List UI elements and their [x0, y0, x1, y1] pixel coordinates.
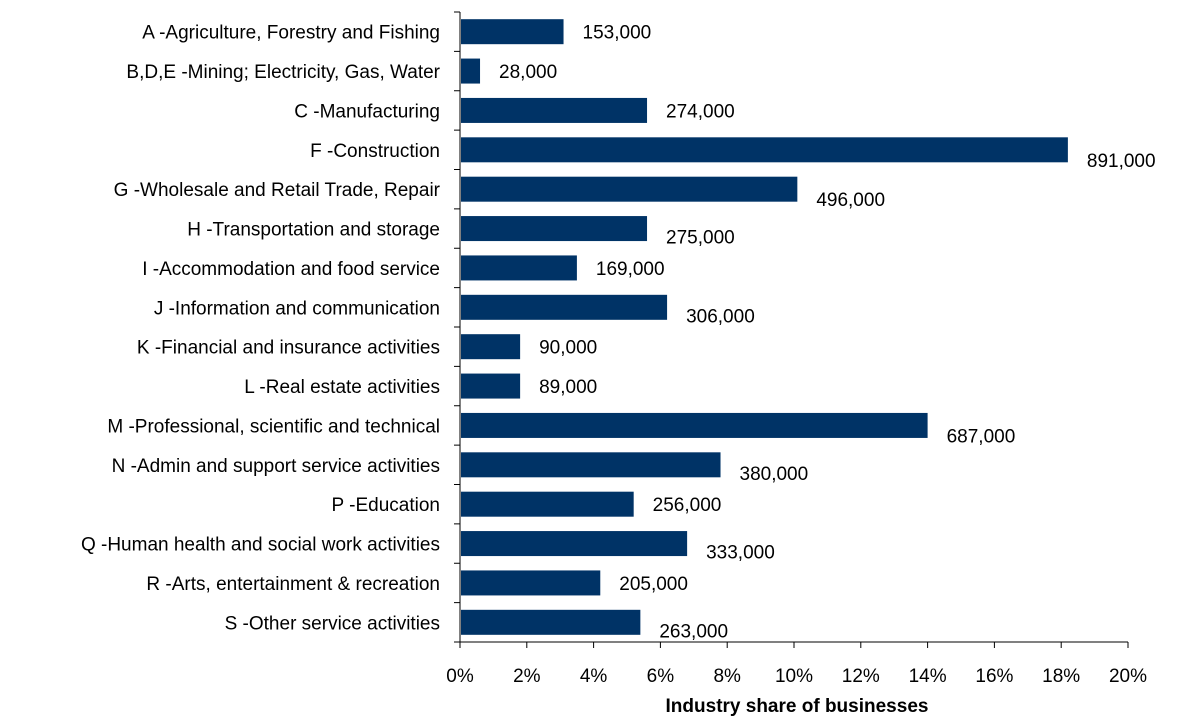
data-label: 891,000: [1087, 151, 1156, 172]
category-label: M -Professional, scientific and technica…: [107, 416, 440, 437]
x-axis-ticks: 0% 2% 4% 6% 8% 10% 12% 14% 16% 18% 20%: [446, 642, 1147, 687]
x-tick-label: 4%: [580, 666, 608, 687]
category-label: G -Wholesale and Retail Trade, Repair: [114, 180, 441, 201]
data-label: 153,000: [583, 23, 652, 44]
category-label: S -Other service activities: [225, 613, 440, 634]
x-tick-label: 20%: [1109, 666, 1147, 687]
x-tick-label: 16%: [975, 666, 1013, 687]
category-label: K -Financial and insurance activities: [137, 338, 440, 359]
category-label: I -Accommodation and food service: [142, 259, 440, 280]
bar: [461, 97, 648, 123]
bar: [461, 294, 668, 320]
x-tick-label: 12%: [842, 666, 880, 687]
category-label: C -Manufacturing: [294, 101, 440, 122]
data-label: 274,000: [666, 101, 735, 122]
category-label: B,D,E -Mining; Electricity, Gas, Water: [126, 62, 440, 83]
bar: [461, 58, 481, 84]
x-tick-label: 8%: [713, 666, 741, 687]
category-label: A -Agriculture, Forestry and Fishing: [142, 23, 440, 44]
data-label: 205,000: [619, 574, 688, 595]
data-label: 333,000: [706, 543, 775, 564]
category-label: L -Real estate activities: [244, 377, 440, 398]
x-tick-label: 6%: [647, 666, 675, 687]
value-labels: 153,000 28,000 274,000 891,000 496,000 275,00…: [499, 23, 1156, 643]
category-label: J -Information and communication: [154, 298, 440, 319]
category-label: Q -Human health and social work activiti…: [81, 535, 440, 556]
x-axis-title: Industry share of businesses: [666, 696, 929, 717]
category-label: H -Transportation and storage: [187, 220, 440, 241]
data-label: 306,000: [686, 306, 755, 327]
bar: [461, 531, 688, 557]
x-tick-label: 2%: [513, 666, 541, 687]
data-label: 687,000: [947, 426, 1016, 447]
data-label: 263,000: [659, 621, 728, 642]
category-label: N -Admin and support service activities: [112, 456, 440, 477]
category-label: F -Construction: [310, 141, 440, 162]
bar: [461, 412, 928, 438]
data-label: 380,000: [740, 464, 809, 485]
y-axis-ticks: [454, 11, 460, 643]
bar: [461, 137, 1068, 163]
bar: [461, 373, 521, 399]
bars-group: [461, 19, 1068, 635]
bar: [461, 334, 521, 360]
data-label: 89,000: [539, 377, 597, 398]
bar: [461, 216, 648, 242]
bar: [461, 176, 798, 202]
category-label: R -Arts, entertainment & recreation: [146, 574, 440, 595]
bar: [461, 491, 634, 517]
x-tick-label: 14%: [909, 666, 947, 687]
data-label: 90,000: [539, 338, 597, 359]
bar: [461, 570, 601, 596]
bar: [461, 255, 577, 281]
x-tick-label: 18%: [1042, 666, 1080, 687]
bar: [461, 19, 564, 45]
bar: [461, 452, 721, 478]
data-label: 169,000: [596, 259, 665, 280]
x-tick-label: 10%: [775, 666, 813, 687]
x-tick-label: 0%: [446, 666, 474, 687]
data-label: 256,000: [653, 495, 722, 516]
data-label: 496,000: [816, 190, 885, 211]
category-label: P -Education: [332, 495, 440, 516]
data-label: 275,000: [666, 228, 735, 249]
data-label: 28,000: [499, 62, 557, 83]
category-labels: A -Agriculture, Forestry and Fishing B,D,…: [81, 23, 441, 635]
bar: [461, 609, 641, 635]
